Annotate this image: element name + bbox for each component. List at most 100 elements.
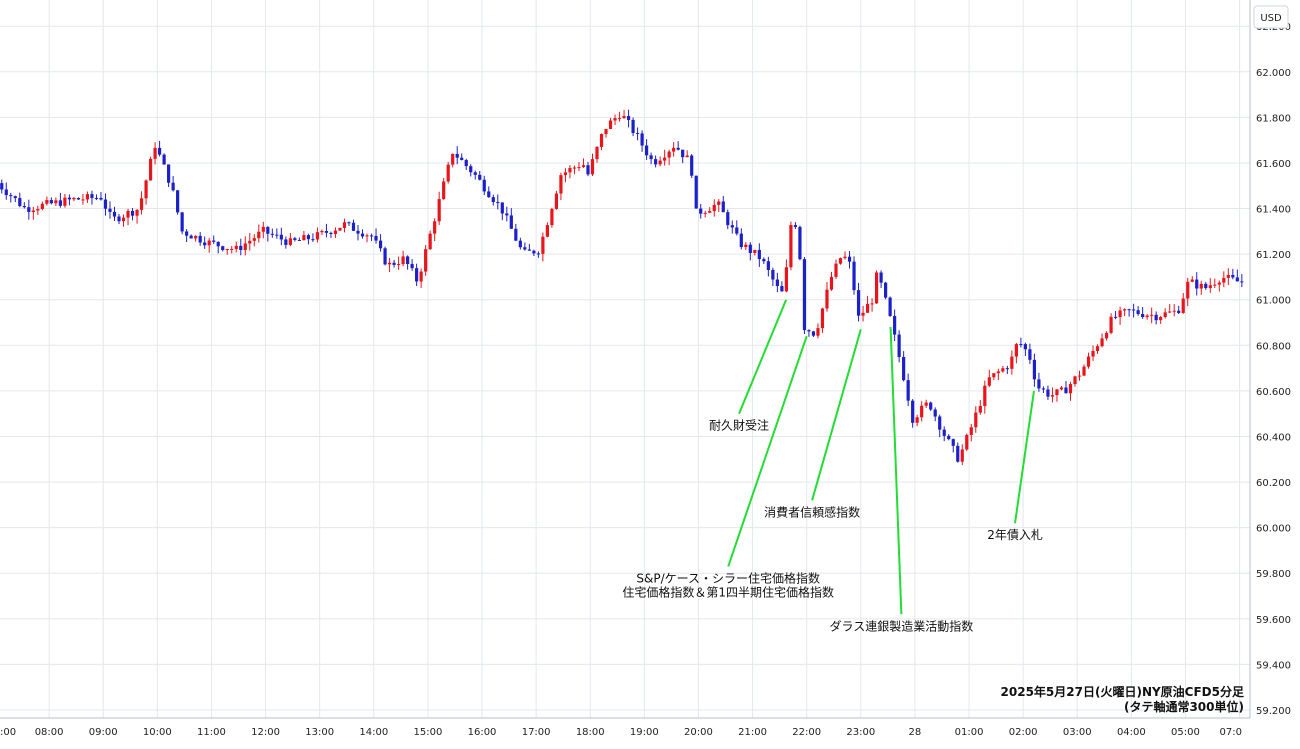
candle <box>302 231 306 241</box>
candle <box>645 139 649 160</box>
candle <box>1010 350 1014 375</box>
annotation-label: 耐久財受注 <box>709 418 769 433</box>
candle <box>63 193 67 208</box>
candle <box>942 426 946 442</box>
candle <box>311 233 315 242</box>
candle <box>762 257 766 265</box>
candle <box>1041 386 1046 394</box>
price-axis: 59.200 59.400 59.600 59.800 60.000 60.200 60.4… <box>1256 22 1291 717</box>
candle <box>870 298 874 312</box>
candle <box>784 259 788 293</box>
candle <box>1213 278 1217 288</box>
candle <box>1136 306 1140 316</box>
candle <box>121 214 126 227</box>
candle <box>1023 342 1027 356</box>
candle <box>153 142 157 165</box>
candle <box>681 149 685 164</box>
time-tick-label: 23:00 <box>846 727 875 738</box>
candle <box>974 406 978 433</box>
candle <box>825 282 829 312</box>
candle <box>27 199 31 220</box>
candle <box>1154 311 1158 325</box>
annotation-leader-line <box>1014 390 1035 524</box>
candle <box>1014 342 1018 364</box>
candle <box>757 243 761 267</box>
candle <box>455 146 459 165</box>
candle <box>442 177 446 200</box>
candle <box>933 407 937 422</box>
candle <box>924 399 928 409</box>
candle <box>85 191 90 203</box>
candle <box>0 179 4 194</box>
candle <box>99 192 103 201</box>
candle <box>139 191 144 215</box>
candle <box>329 231 333 238</box>
candle <box>559 172 563 201</box>
candle <box>694 175 698 209</box>
time-tick-label: 12:00 <box>251 727 280 738</box>
candle <box>1068 381 1073 401</box>
candle <box>171 175 175 192</box>
candle <box>437 191 441 225</box>
candle <box>735 220 739 236</box>
candle <box>884 281 888 300</box>
candle <box>775 272 779 292</box>
candle <box>275 228 279 239</box>
candle <box>505 206 509 222</box>
chart-caption: 2025年5月27日(火曜日)NY原油CFD5分足 (タテ軸通常300単位) <box>1001 684 1244 714</box>
annotation-label: S&P/ケース・シラー住宅価格指数 <box>636 570 820 585</box>
candle <box>631 117 635 137</box>
candle <box>167 164 171 188</box>
candle <box>279 227 283 246</box>
candle-layer <box>0 109 1244 466</box>
price-tick-label: 62.000 <box>1256 68 1291 79</box>
candle <box>22 202 26 209</box>
price-tick-label: 59.800 <box>1256 569 1291 580</box>
candle <box>590 153 595 176</box>
candle <box>424 244 428 276</box>
candle <box>843 251 847 260</box>
candle <box>212 235 216 245</box>
candle <box>189 234 193 239</box>
candle <box>216 241 220 254</box>
candle <box>581 158 586 168</box>
candle <box>1163 308 1167 319</box>
candle <box>527 243 531 251</box>
time-axis: :00 08:00 09:00 10:00 11:00 12:00 13:00 14:00 15… <box>0 727 1242 738</box>
candle <box>1222 271 1226 288</box>
candle <box>514 223 518 242</box>
candle <box>157 140 162 157</box>
candle <box>478 170 482 181</box>
candle <box>947 434 951 441</box>
candle <box>365 233 369 243</box>
candle <box>541 232 545 262</box>
price-tick-label: 61.200 <box>1256 250 1291 261</box>
candle <box>1104 331 1109 341</box>
candle <box>992 372 996 380</box>
candle <box>378 234 383 252</box>
time-tick-label: 19:00 <box>630 727 659 738</box>
caption-line-2: (タテ軸通常300単位) <box>1124 699 1244 714</box>
candle <box>798 225 802 261</box>
time-tick-label: 08:00 <box>35 727 64 738</box>
candle <box>861 305 865 322</box>
candle <box>500 202 504 221</box>
candle <box>351 219 356 232</box>
price-tick-label: 60.200 <box>1256 478 1291 489</box>
candle <box>802 256 807 334</box>
candle <box>834 259 838 279</box>
time-tick-label: 17:00 <box>522 727 551 738</box>
candle <box>1235 269 1239 282</box>
candle <box>1050 387 1055 403</box>
annotation-layer: 耐久財受注S&P/ケース・シラー住宅価格指数住宅価格指数＆第1四半期住宅価格指数… <box>622 299 1043 633</box>
candle <box>712 199 716 217</box>
candle <box>951 438 955 453</box>
currency-badge[interactable]: USD <box>1253 5 1289 29</box>
candle <box>771 267 775 286</box>
time-tick-label: 03:00 <box>1063 727 1092 738</box>
candle <box>284 236 288 249</box>
candle <box>243 236 247 256</box>
time-tick-label: 05:00 <box>1171 727 1200 738</box>
caption-line-1: 2025年5月27日(火曜日)NY原油CFD5分足 <box>1001 684 1244 699</box>
candle <box>617 111 622 122</box>
